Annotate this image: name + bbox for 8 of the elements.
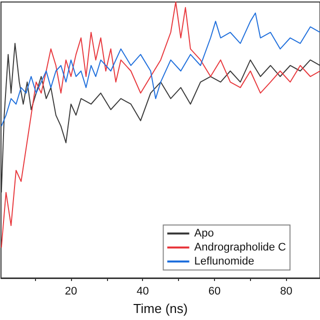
x-tick-label: 40 — [136, 286, 149, 298]
x-tick-label: 20 — [64, 286, 78, 298]
legend-label: Apo — [194, 228, 214, 240]
legend-label: Leflunomide — [194, 256, 254, 268]
legend-label: Andrographolide C — [194, 242, 286, 254]
x-tick-label: 80 — [280, 286, 292, 298]
x-tick-label: 60 — [208, 286, 221, 298]
x-axis-title: Time (ns) — [133, 300, 188, 316]
